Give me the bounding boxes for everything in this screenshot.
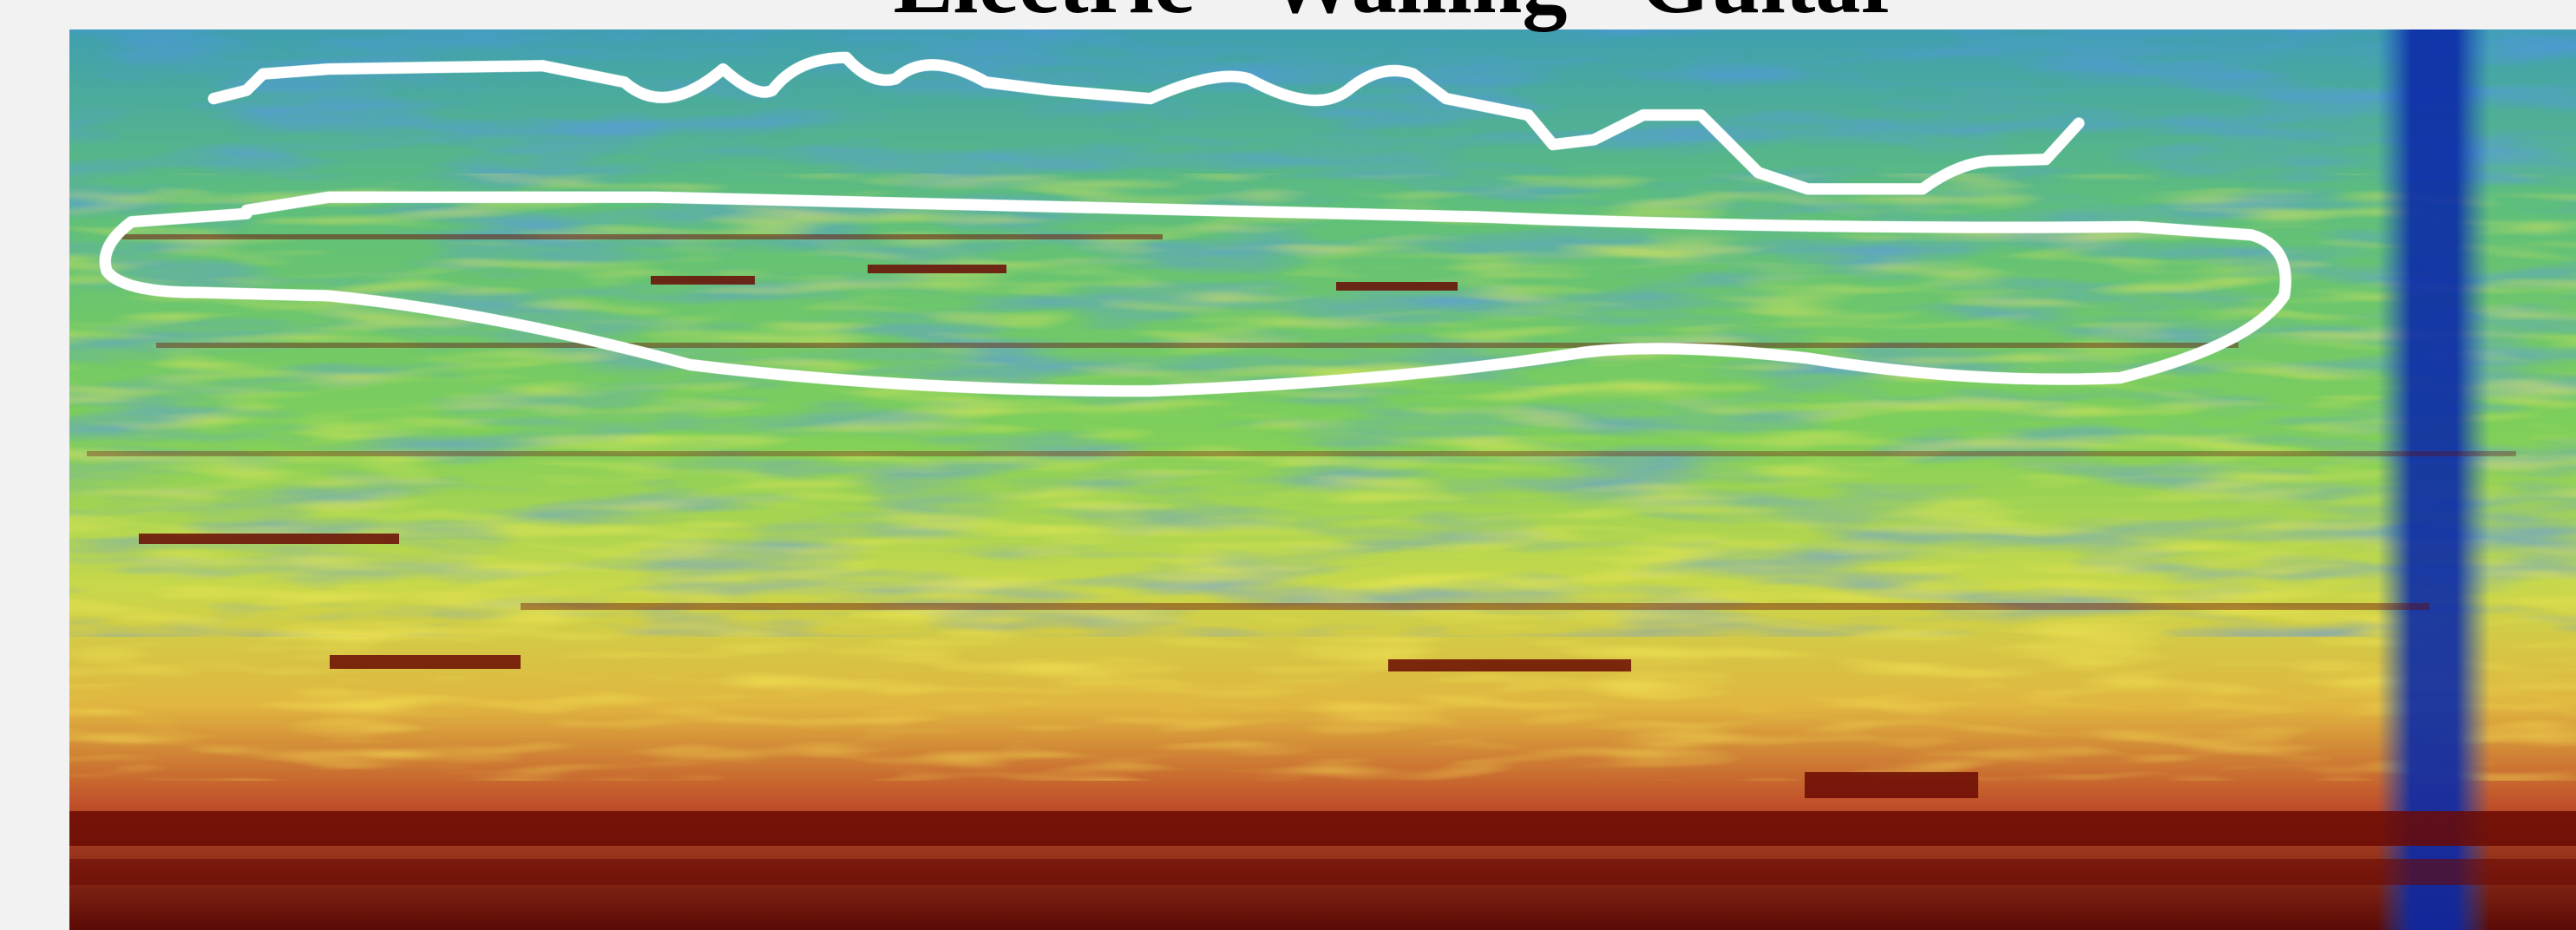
spectrogram [69, 29, 2576, 930]
pitch-trace [207, 51, 2085, 195]
harmonic-loop [99, 191, 2291, 397]
chart-title: Electric "Wailing" Guitar [893, 0, 1900, 32]
annotation-curves [99, 51, 2291, 397]
